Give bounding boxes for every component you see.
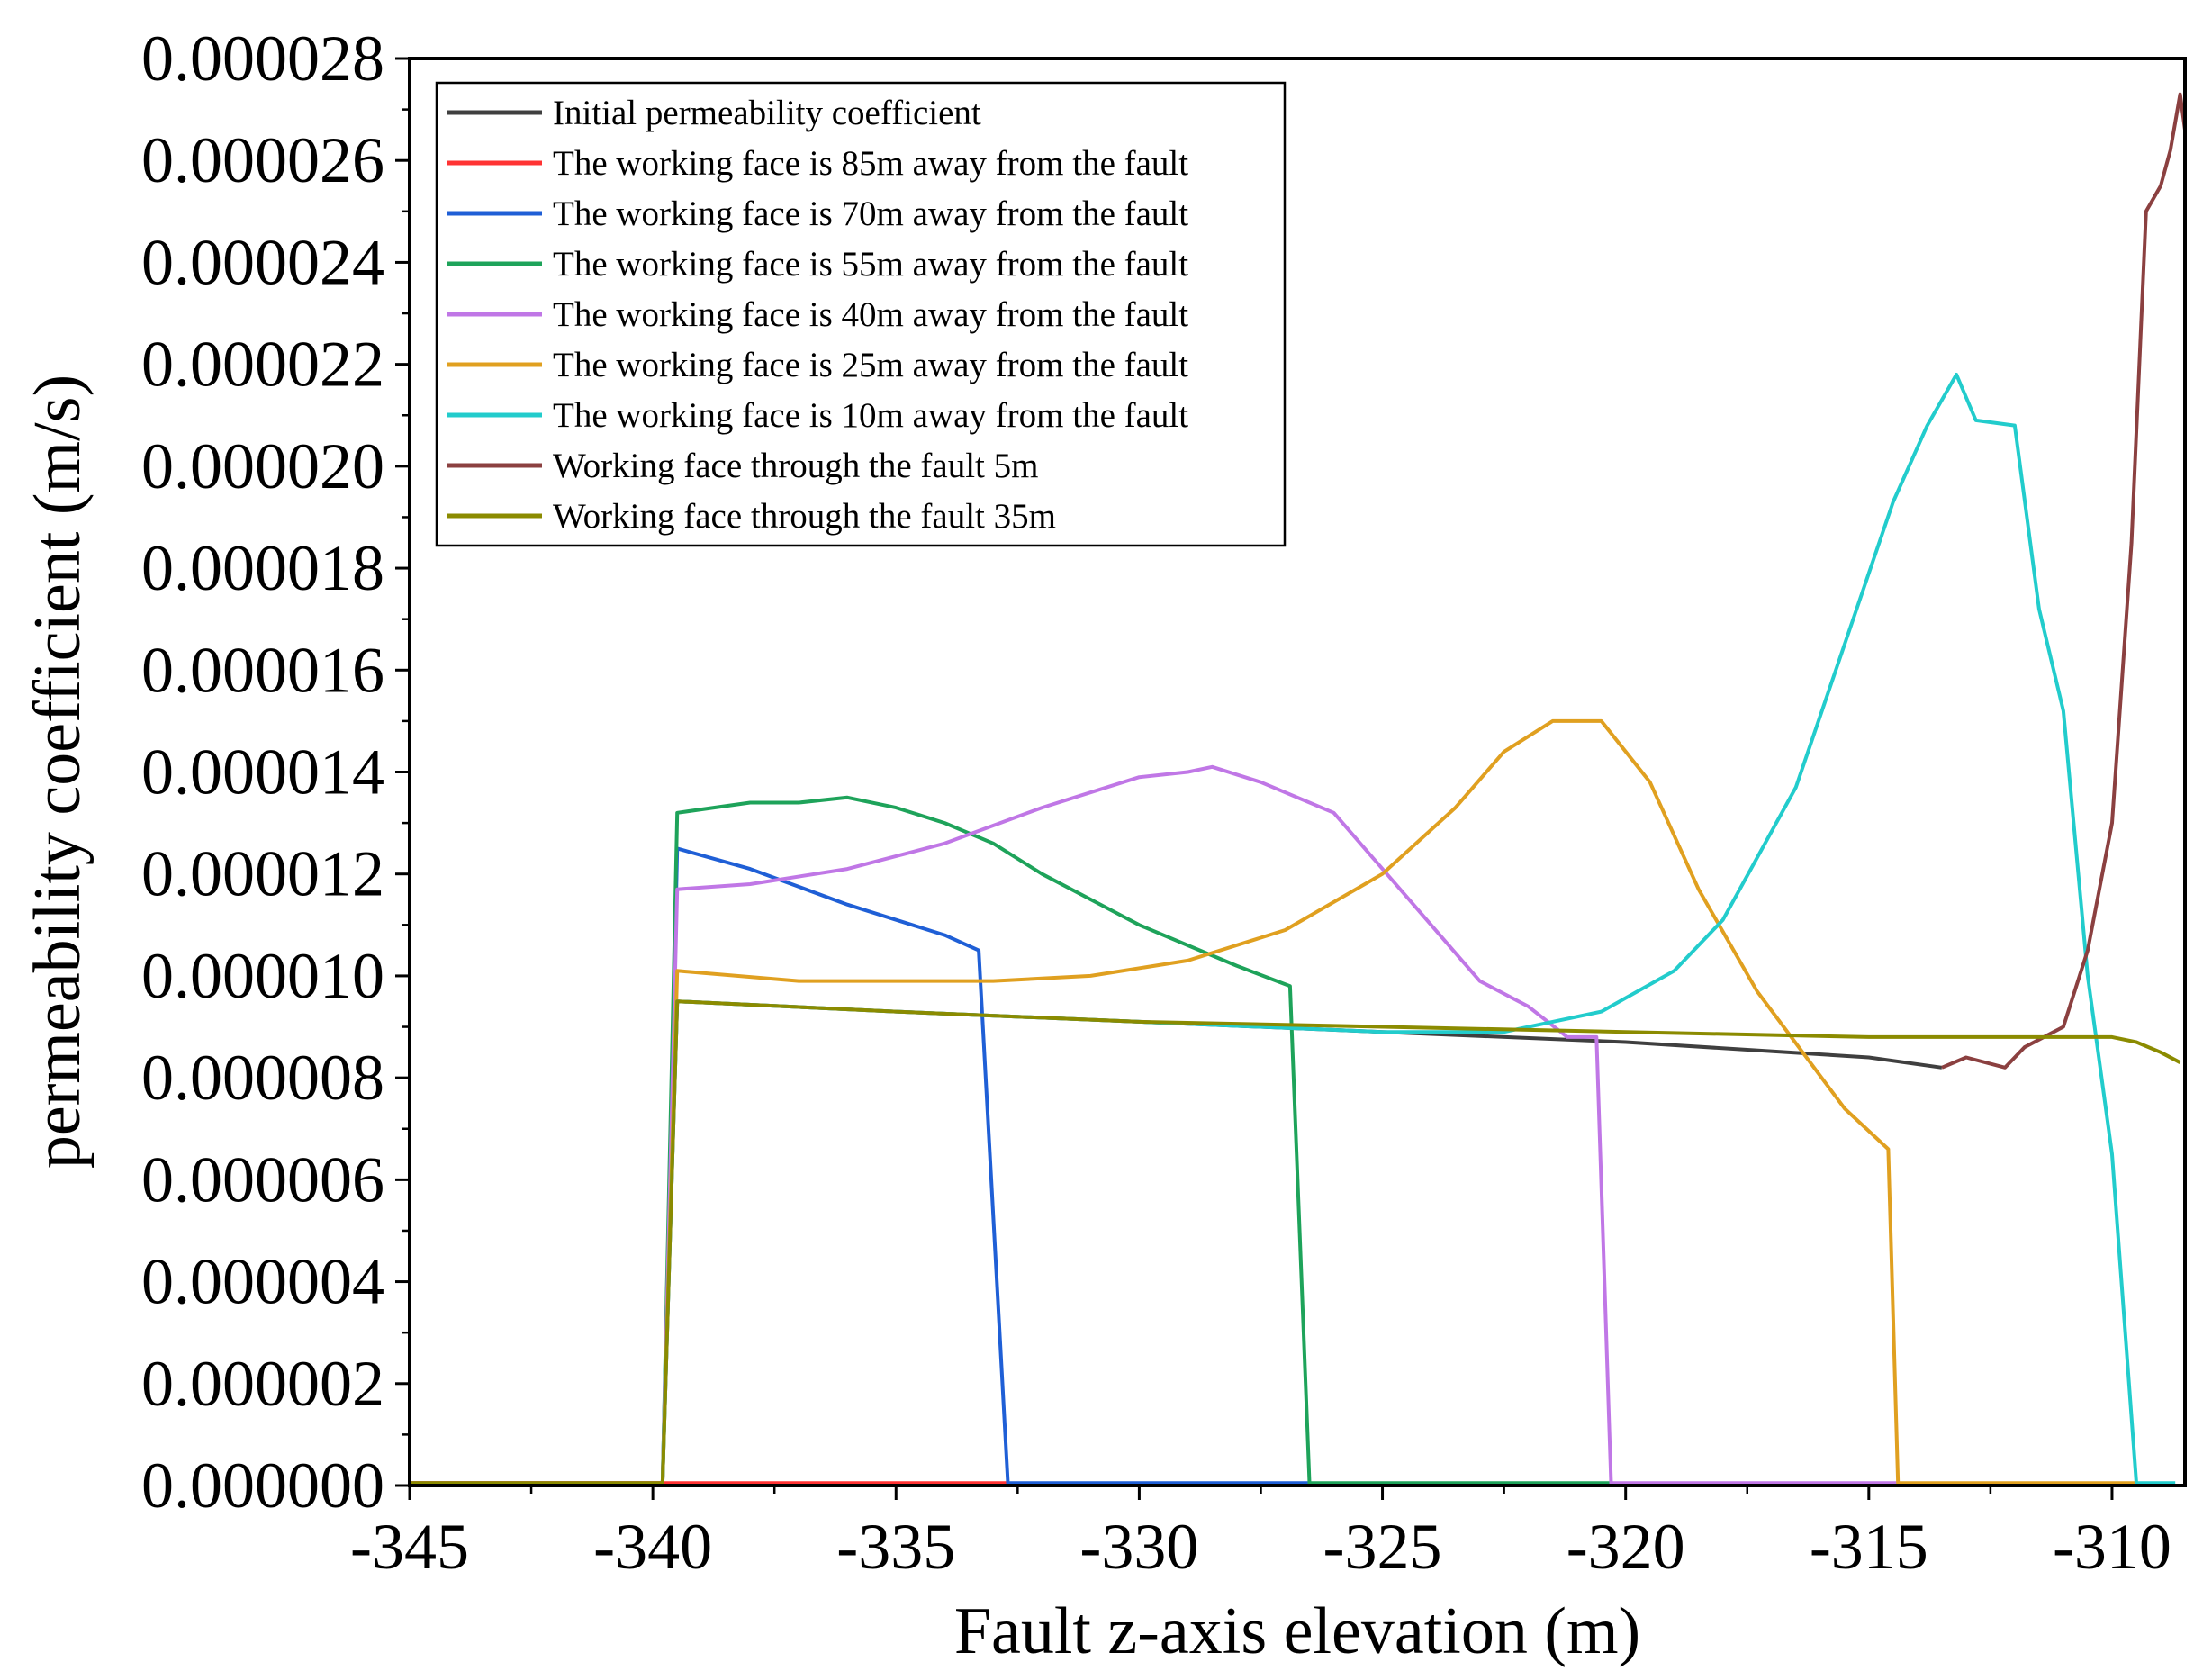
y-tick-label: 0.000028 <box>141 23 384 95</box>
legend-label-5: The working face is 40m away from the fa… <box>553 295 1188 334</box>
series-line-7 <box>660 373 2176 1486</box>
y-tick-label: 0.000014 <box>141 736 384 808</box>
y-tick-label: 0.000002 <box>141 1348 384 1420</box>
x-axis-title: Fault z-axis elevation (m) <box>954 1594 1640 1668</box>
x-tick-label: -335 <box>836 1511 955 1583</box>
x-tick-label: -340 <box>593 1511 712 1583</box>
legend: Initial permeability coefficient The work… <box>435 81 1287 547</box>
x-tick-label: -320 <box>1566 1511 1685 1583</box>
y-tick-label: 0.000020 <box>141 430 384 502</box>
series-layer <box>410 92 2187 1486</box>
y-tick-label: 0.000016 <box>141 634 384 706</box>
y-tick-label: 0.000022 <box>141 329 384 401</box>
y-tick-label: 0.000000 <box>141 1450 384 1522</box>
legend-label-1: Initial permeability coefficient <box>553 94 981 132</box>
x-tick-label: -310 <box>2053 1511 2171 1583</box>
series-line-6 <box>660 718 2136 1486</box>
series-line-1 <box>410 999 1943 1486</box>
y-axis-title: permeability coefficient (m/s) <box>21 375 95 1169</box>
legend-label-8: Working face through the fault 5m <box>553 447 1038 485</box>
legend-label-7: The working face is 10m away from the fa… <box>553 396 1188 435</box>
y-tick-label: 0.000004 <box>141 1246 384 1318</box>
legend-label-2: The working face is 85m away from the fa… <box>553 144 1188 183</box>
y-axis: 0.000000 0.000002 0.000004 0.000006 0.000008… <box>141 23 410 1522</box>
y-tick-label: 0.000026 <box>141 124 384 196</box>
series-line-4 <box>660 795 1612 1486</box>
x-tick-label: -330 <box>1079 1511 1198 1583</box>
legend-label-9: Working face through the fault 35m <box>553 497 1056 536</box>
legend-label-6: The working face is 25m away from the fa… <box>553 346 1188 384</box>
y-tick-label: 0.000024 <box>141 226 384 298</box>
y-tick-label: 0.000006 <box>141 1143 384 1215</box>
legend-box <box>435 81 1287 547</box>
y-tick-label: 0.000012 <box>141 838 384 910</box>
series-line-8 <box>1941 92 2187 1070</box>
y-tick-label: 0.000018 <box>141 532 384 604</box>
series-line-5 <box>660 764 1899 1486</box>
legend-label-3: The working face is 70m away from the fa… <box>553 194 1188 233</box>
y-tick-label: 0.000010 <box>141 940 384 1012</box>
legend-label-4: The working face is 55m away from the fa… <box>553 245 1188 284</box>
y-tick-label: 0.000008 <box>141 1042 384 1114</box>
x-tick-label: -345 <box>350 1511 469 1583</box>
x-axis: -345 -340 -335 -330 -325 -320 -315 -310 <box>350 1486 2171 1583</box>
series-line-9 <box>410 999 2181 1486</box>
series-line-3 <box>660 846 1310 1486</box>
x-tick-label: -315 <box>1810 1511 1928 1583</box>
x-tick-label: -325 <box>1323 1511 1442 1583</box>
